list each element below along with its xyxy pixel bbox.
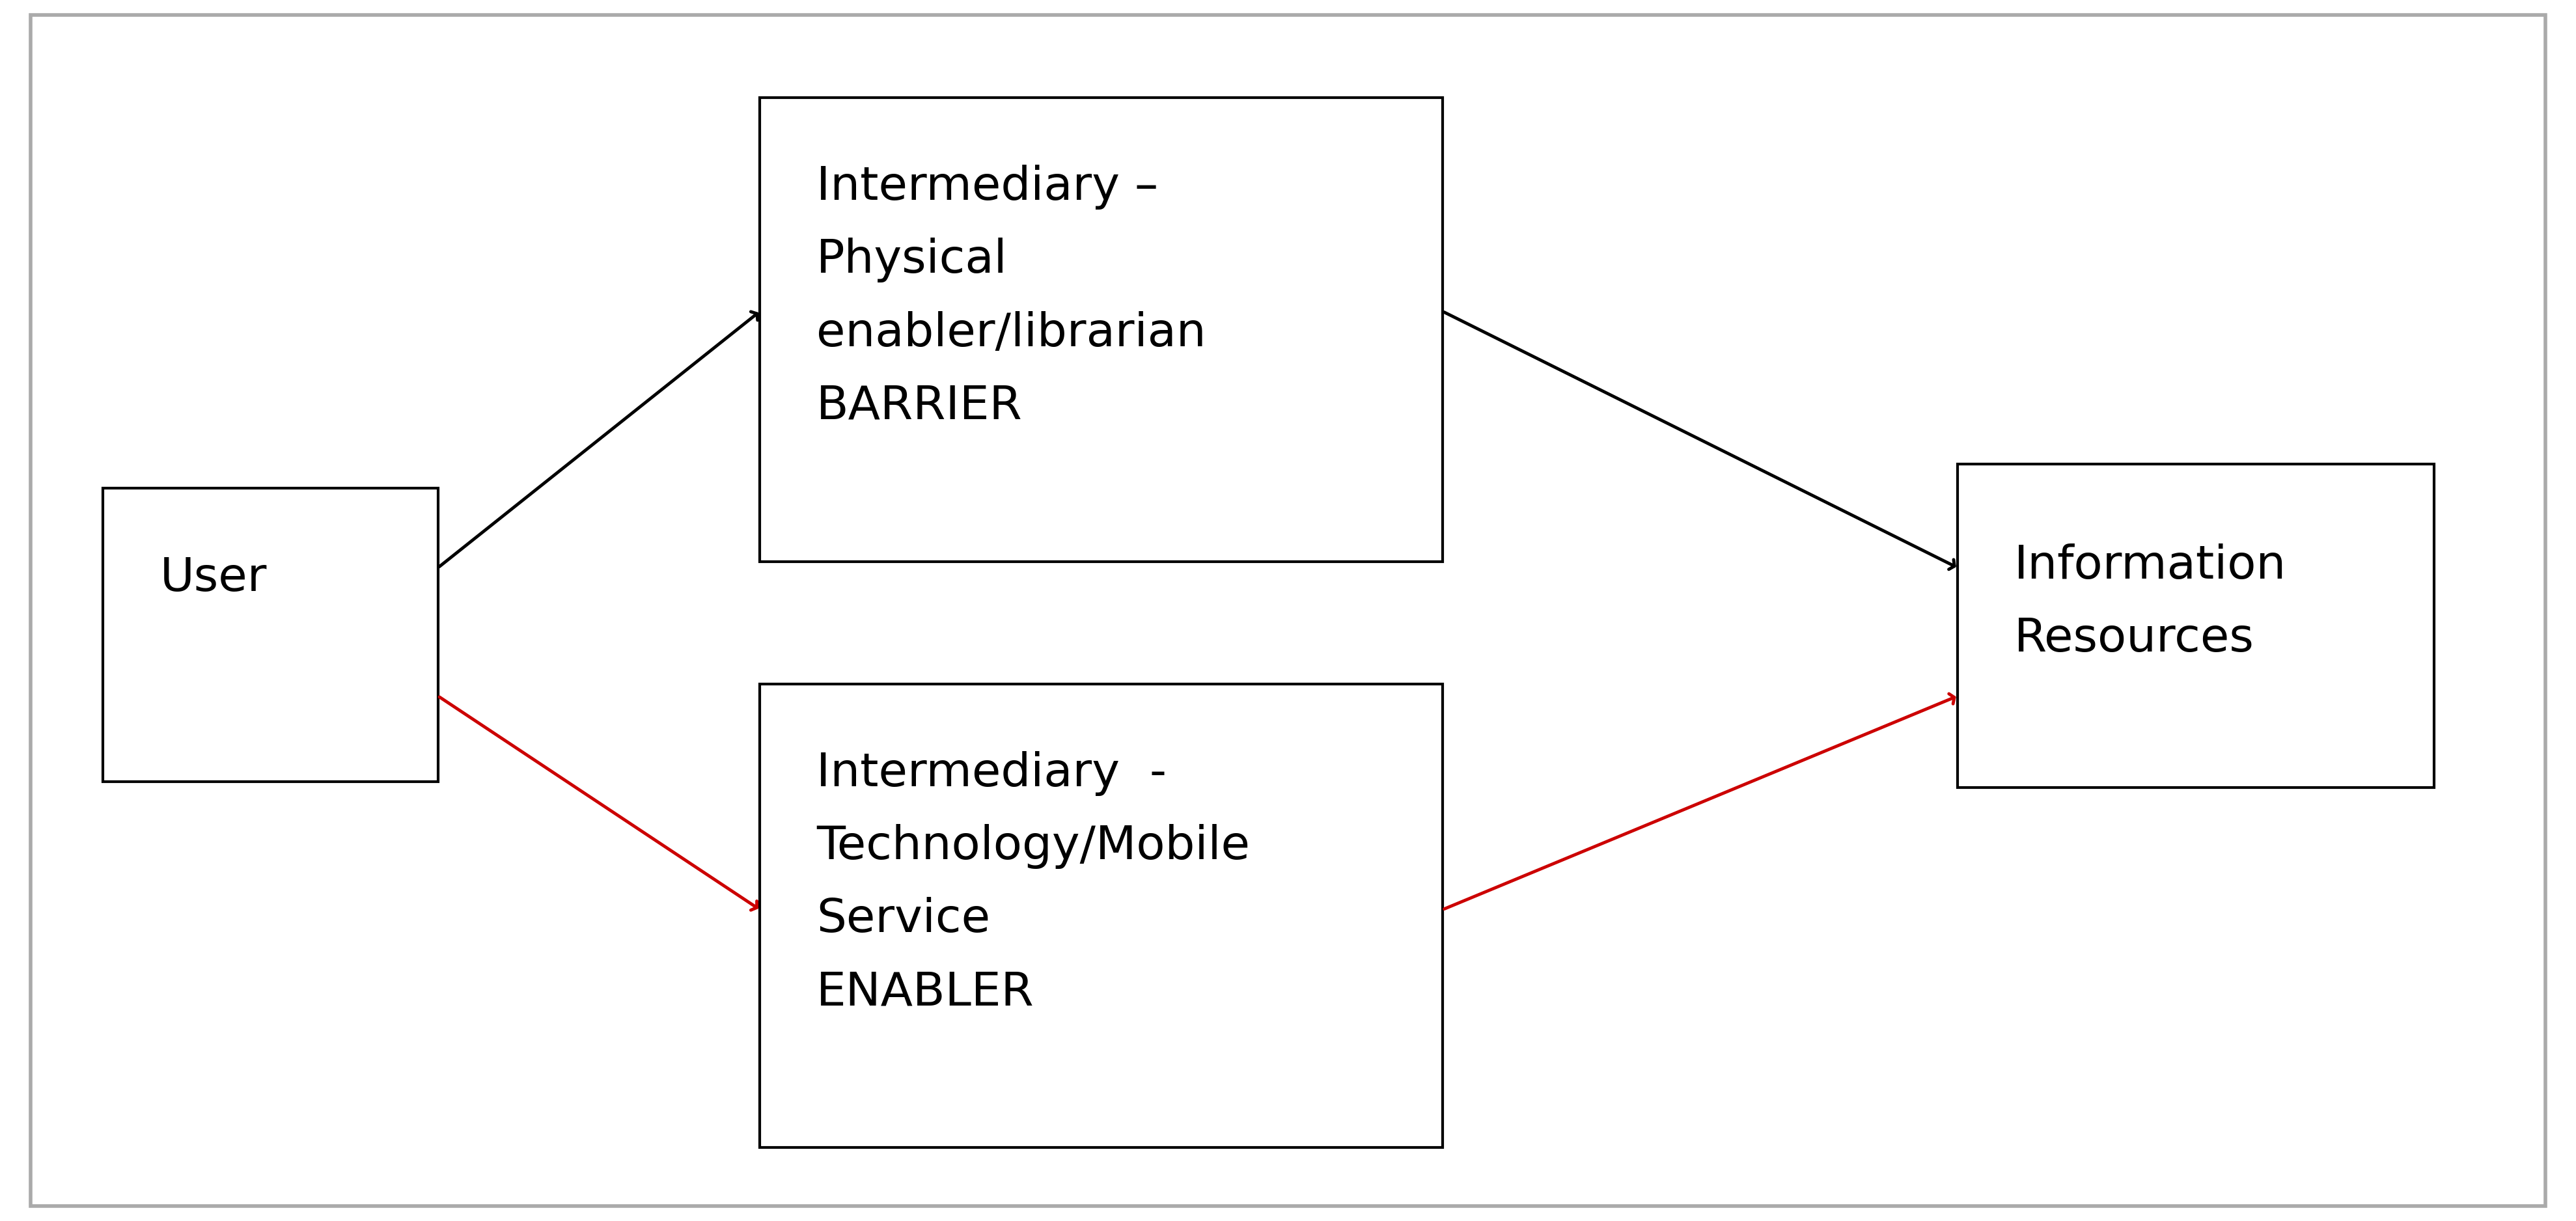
FancyBboxPatch shape: [1958, 464, 2434, 788]
FancyBboxPatch shape: [760, 98, 1443, 562]
Text: Intermediary –
Physical
enаbler/librarian
BARRIER: Intermediary – Physical enаbler/libraria…: [817, 165, 1206, 429]
Text: Intermediary  -
Technology/Mobile
Service
ENABLER: Intermediary - Technology/Mobile Service…: [817, 751, 1249, 1015]
Text: Information
Resources: Information Resources: [2014, 543, 2287, 662]
Text: User: User: [160, 556, 268, 601]
FancyBboxPatch shape: [760, 684, 1443, 1148]
FancyBboxPatch shape: [103, 488, 438, 781]
